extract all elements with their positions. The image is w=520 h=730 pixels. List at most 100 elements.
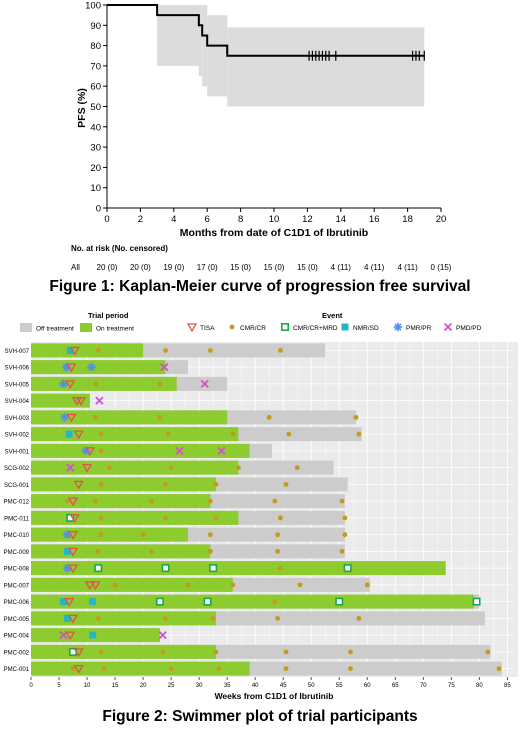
km-ci-band — [157, 5, 199, 66]
km-y-ticks: 0 10 20 30 40 50 60 70 80 90 100 — [85, 1, 107, 215]
cmr-cr-event-marker — [353, 414, 359, 420]
cmr-cr-event-marker — [348, 649, 353, 655]
cmr-cr-event-marker — [157, 414, 163, 420]
swimmer-x-tick-label: 80 — [476, 683, 483, 689]
km-x-tick-label: 4 — [171, 214, 176, 225]
cmr-cr-event-marker — [93, 414, 98, 420]
legend-on-label: On treatment — [96, 326, 134, 333]
on-treatment-bar — [31, 343, 144, 358]
tisa-event-marker — [81, 463, 93, 473]
nmr-sd-event-marker — [65, 430, 73, 438]
pmr-pr-event-marker — [60, 413, 69, 422]
tisa-event-marker — [84, 447, 95, 457]
tisa-event-marker — [69, 514, 80, 524]
tisa-event-marker — [75, 396, 87, 406]
swimmer-x-tick-label: 15 — [112, 683, 119, 689]
cmr-cr-event-marker — [496, 666, 502, 672]
swimmer-x-tick-label: 0 — [29, 683, 33, 689]
pmd-pd-event-marker — [158, 630, 167, 640]
patient-label: PMC-011 — [4, 516, 30, 522]
nmr-sd-event-marker — [341, 323, 349, 331]
cmr-cr-event-marker — [364, 582, 370, 588]
legend-off-swatch — [20, 323, 32, 332]
swimmer-chart: Trial period Off treatment On treatment … — [4, 311, 518, 701]
km-x-tick-label: 6 — [205, 214, 210, 225]
legend-event-label: TISA — [200, 325, 215, 332]
km-y-label: PFS (%) — [76, 88, 88, 128]
patient-label: SVH-005 — [5, 382, 30, 388]
patient-label: PMC-009 — [4, 550, 30, 556]
cmr-cr-event-marker — [168, 465, 174, 471]
legend-event-items: TISA CMR/CR CMR/CR+MRD NMR/SD PMR/PR PMD/PD — [186, 322, 482, 333]
swimmer-x-tick-label: 10 — [84, 683, 91, 689]
pmr-pr-event-marker — [59, 379, 68, 389]
cmr-cr-mrd-event-marker — [343, 564, 352, 573]
swimmer-events — [59, 346, 502, 674]
swimmer-x-tick-label: 35 — [224, 683, 231, 689]
patient-label: PMC-008 — [4, 567, 30, 573]
swimmer-x-tick-label: 85 — [504, 683, 511, 689]
patient-label: SVH-004 — [5, 399, 30, 405]
legend-on-swatch — [80, 323, 92, 332]
cmr-cr-mrd-event-marker — [335, 597, 344, 606]
nmr-sd-event-marker — [60, 598, 68, 606]
patient-label: PMC-007 — [4, 583, 30, 589]
tisa-event-marker — [67, 614, 79, 624]
cmr-cr-event-marker — [213, 649, 219, 655]
risk-table-value: 15 (0) — [297, 263, 318, 272]
cmr-cr-event-marker — [485, 649, 491, 655]
cmr-cr-event-marker — [98, 448, 104, 454]
risk-table-value: 0 (15) — [431, 263, 452, 272]
on-treatment-bar — [31, 477, 216, 492]
cmr-cr-event-marker — [235, 465, 241, 471]
risk-table-values: 20 (0) 20 (0) 19 (0) 17 (0) 15 (0) 15 (0) 15 (… — [97, 263, 452, 272]
cmr-cr-event-marker — [112, 582, 118, 588]
pmd-pd-event-marker — [217, 446, 226, 456]
swimmer-x-tick-label: 50 — [308, 683, 315, 689]
cmr-cr-event-marker — [283, 481, 289, 487]
risk-table-value: 15 (0) — [230, 263, 251, 272]
cmr-cr-event-marker — [98, 431, 104, 437]
cmr-cr-event-marker — [140, 532, 146, 538]
pmr-pr-event-marker — [393, 322, 403, 332]
cmr-cr-event-marker — [163, 615, 168, 621]
on-treatment-bar — [31, 443, 250, 458]
km-censor-marks — [308, 50, 425, 61]
risk-table-row-label: All — [71, 263, 80, 272]
legend-event-label: CMR/CR — [240, 325, 266, 332]
swimmer-x-tick-label: 25 — [168, 683, 175, 689]
tisa-event-marker — [73, 648, 84, 658]
cmr-cr-event-marker — [275, 548, 281, 554]
km-ci-band — [202, 5, 208, 87]
km-ci-band — [227, 27, 425, 107]
cmr-cr-event-marker — [342, 532, 348, 538]
cmr-cr-event-marker — [207, 548, 213, 554]
on-treatment-bar — [31, 460, 239, 475]
cmr-cr-mrd-event-marker — [203, 597, 212, 606]
cmr-cr-event-marker — [95, 615, 101, 621]
patient-label: PMC-006 — [4, 600, 30, 606]
cmr-cr-mrd-event-marker — [472, 597, 481, 606]
cmr-cr-event-marker — [168, 666, 174, 672]
tisa-event-marker — [73, 480, 84, 490]
cmr-cr-event-marker — [339, 548, 345, 554]
patient-label: PMC-010 — [4, 533, 30, 539]
patient-label: PMC-001 — [4, 667, 30, 673]
swimmer-x-tick-label: 5 — [57, 683, 61, 689]
risk-table-value: 15 (0) — [264, 263, 285, 272]
km-survival-curve — [107, 4, 425, 57]
swimmer-patient-labels: SVH-007 SVH-006 SVH-005 SVH-004 SVH-003 SVH-0… — [4, 349, 30, 673]
cmr-cr-event-marker — [339, 498, 345, 504]
cmr-cr-event-marker — [266, 414, 272, 420]
km-x-tick-label: 18 — [402, 214, 413, 225]
cmr-cr-event-marker — [230, 431, 236, 437]
on-treatment-bar — [31, 494, 211, 509]
cmr-cr-event-marker — [207, 498, 213, 504]
pmd-pd-event-marker — [160, 362, 169, 372]
risk-table-value: 20 (0) — [130, 263, 151, 272]
tisa-event-marker — [73, 430, 84, 440]
on-treatment-bar — [31, 577, 233, 592]
cmr-cr-event-marker — [95, 548, 101, 554]
km-y-tick-label: 10 — [90, 183, 101, 194]
cmr-cr-event-marker — [278, 347, 283, 353]
